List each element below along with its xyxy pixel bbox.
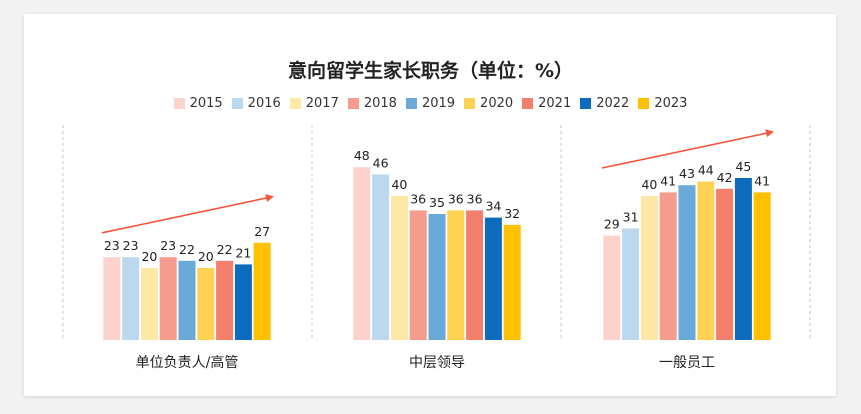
legend-swatch (464, 98, 476, 109)
data-label: 22 (179, 242, 195, 257)
data-label: 44 (698, 163, 714, 178)
legend-swatch (522, 98, 534, 109)
data-label: 20 (198, 249, 214, 264)
bar-2015-2 (603, 235, 621, 340)
data-label: 43 (679, 166, 695, 181)
data-label: 31 (623, 209, 639, 224)
bar-2017-1 (390, 196, 408, 340)
legend-swatch (289, 98, 301, 109)
trend-arrow-group-3 (601, 129, 774, 169)
legend-item-2019: 2019 (405, 96, 456, 111)
data-label: 32 (504, 206, 520, 221)
bar-2021-0 (216, 260, 234, 340)
data-label: 35 (429, 195, 445, 210)
legend-item-2023: 2023 (638, 96, 687, 111)
bar-2022-2 (734, 178, 752, 340)
data-label: 42 (717, 170, 733, 185)
category-label: 中层领导 (409, 355, 465, 371)
bar-2015-0 (103, 257, 121, 340)
legend-label: 2021 (538, 96, 572, 111)
bar-2021-2 (716, 188, 734, 340)
bar-2017-0 (140, 268, 158, 340)
bar-2016-2 (622, 228, 640, 340)
chart-title: 意向留学生家长职务（单位：%） (287, 60, 574, 82)
data-label: 41 (660, 173, 676, 188)
data-label: 34 (485, 199, 501, 214)
legend-label: 2019 (421, 96, 456, 111)
bar-2018-2 (659, 192, 677, 340)
data-label: 29 (604, 217, 620, 232)
bar-2023-0 (253, 242, 271, 340)
legend-item-2016: 2016 (231, 96, 281, 111)
bar-2016-0 (122, 257, 140, 340)
bar-2023-2 (753, 192, 771, 340)
chart-legend: 2015 2016 2017 2018 2019 2020 2021 2022 2023 (0, 96, 861, 111)
bar-2022-1 (484, 217, 502, 340)
trend-arrow-group-1 (101, 194, 274, 234)
data-label: 46 (373, 155, 389, 170)
legend-swatch (173, 98, 185, 109)
legend-item-2021: 2021 (522, 96, 571, 111)
legend-item-2022: 2022 (580, 96, 629, 111)
legend-swatch (405, 98, 417, 109)
legend-item-2020: 2020 (464, 96, 513, 111)
data-label: 36 (410, 191, 426, 206)
legend-label: 2016 (247, 96, 281, 111)
legend-label: 2020 (480, 96, 514, 111)
legend-item-2018: 2018 (347, 96, 397, 111)
bar-2016-1 (372, 174, 390, 340)
legend-label: 2023 (654, 96, 688, 111)
data-label: 20 (141, 249, 157, 264)
legend-label: 2017 (305, 96, 339, 111)
bar-2022-0 (234, 264, 252, 340)
legend-item-2017: 2017 (289, 96, 339, 111)
data-label: 27 (254, 224, 270, 239)
bar-2019-0 (178, 260, 196, 340)
category-label: 一般员工 (659, 355, 715, 371)
bar-2019-1 (428, 214, 446, 340)
category-label: 单位负责人/高管 (135, 355, 239, 371)
bar-2020-2 (697, 181, 715, 340)
bar-2020-1 (447, 210, 465, 340)
data-label: 48 (354, 148, 370, 163)
bar-2018-1 (409, 210, 427, 340)
bar-2023-1 (503, 224, 521, 340)
legend-label: 2022 (596, 96, 630, 111)
data-label: 21 (235, 245, 251, 260)
data-label: 36 (467, 191, 483, 206)
data-label: 41 (754, 173, 770, 188)
data-label: 40 (641, 177, 657, 192)
bar-2018-0 (159, 257, 177, 340)
legend-swatch (638, 98, 650, 109)
data-label: 45 (735, 159, 751, 174)
bar-2019-2 (678, 185, 696, 340)
legend-swatch (580, 98, 592, 109)
bar-2017-2 (640, 196, 658, 340)
data-label: 36 (448, 191, 464, 206)
legend-swatch (231, 98, 243, 109)
legend-swatch (347, 98, 359, 109)
data-label: 23 (160, 238, 176, 253)
bar-2021-1 (466, 210, 484, 340)
legend-label: 2015 (189, 96, 223, 111)
legend-label: 2018 (363, 96, 397, 111)
data-label: 40 (391, 177, 407, 192)
bar-2015-1 (353, 167, 371, 340)
bar-2020-0 (197, 268, 215, 340)
legend-item-2015: 2015 (173, 96, 223, 111)
data-label: 23 (104, 238, 120, 253)
data-label: 22 (217, 242, 233, 257)
data-label: 23 (123, 238, 139, 253)
